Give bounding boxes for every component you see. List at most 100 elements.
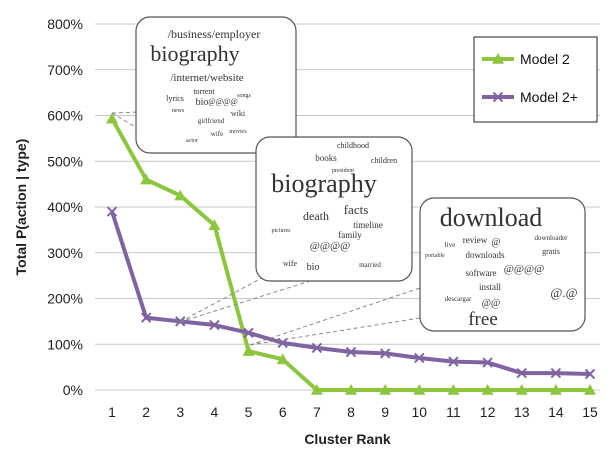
callout-leader: [179, 280, 311, 323]
word-cloud-word: girlfriend: [198, 117, 225, 125]
x-tick-label: 15: [582, 404, 598, 420]
word-cloud-word: free: [468, 309, 498, 330]
model-2-marker: [584, 384, 596, 395]
model-2-marker: [447, 384, 460, 395]
word-cloud-word: wife: [211, 130, 223, 138]
word-cloud-word: @@@@: [208, 97, 237, 106]
x-tick-label: 4: [211, 404, 219, 420]
word-cloud-box: [135, 16, 297, 154]
model-2-marker: [515, 384, 528, 395]
x-tick-label: 13: [514, 404, 530, 420]
x-tick-label: 2: [142, 404, 150, 420]
word-cloud-word: gratis: [542, 247, 560, 256]
word-cloud-word: news: [172, 108, 185, 114]
x-tick-label: 1: [108, 404, 116, 420]
word-cloud-word: president: [332, 168, 354, 174]
model-2plus-marker: [584, 368, 596, 380]
word-cloud-word: songs: [237, 93, 251, 99]
x-tick-label: 10: [411, 404, 427, 420]
callout-leader: [249, 317, 421, 346]
y-tick-label: 600%: [47, 108, 83, 124]
x-tick-label: 11: [446, 404, 461, 420]
word-cloud-word: torrent: [193, 87, 215, 96]
word-cloud-word: family: [338, 230, 362, 240]
word-cloud-word: timeline: [353, 220, 383, 230]
word-cloud-word: portable: [425, 253, 445, 259]
word-cloud-word: wiki: [231, 109, 246, 118]
model-2-marker: [174, 189, 187, 201]
word-cloud-word: live: [445, 241, 456, 249]
word-cloud-word: biography: [150, 41, 239, 66]
model-2plus-marker: [209, 319, 220, 331]
word-cloud-word: download: [440, 203, 543, 232]
word-cloud-word: biography: [271, 169, 376, 198]
model-2-marker: [413, 384, 426, 395]
word-cloud-word: install: [479, 282, 501, 292]
word-cloud-word: downloads: [466, 250, 505, 260]
model-2-marker: [208, 219, 221, 231]
word-cloud-word: death: [303, 209, 329, 223]
y-axis-label: Total P(action | type): [13, 139, 29, 276]
x-tick-label: 12: [480, 404, 496, 420]
x-axis-label: Cluster Rank: [304, 431, 391, 447]
model-2-marker: [106, 112, 118, 124]
word-cloud-word: bio: [196, 97, 209, 108]
word-cloud-word: @@@@: [310, 240, 351, 252]
y-tick-label: 200%: [47, 291, 83, 307]
word-cloud-box: [419, 197, 586, 332]
model-2-marker: [379, 384, 392, 395]
word-cloud-word: @@@@: [504, 263, 545, 275]
word-cloud-word: bio: [307, 262, 320, 273]
x-tick-label: 3: [176, 404, 184, 420]
model-2-marker: [492, 53, 504, 64]
callout-leader: [111, 111, 141, 114]
model-2-marker: [276, 353, 289, 365]
word-cloud-word: wife: [283, 259, 298, 268]
y-tick-label: 0%: [63, 382, 83, 398]
y-tick-label: 100%: [47, 336, 83, 352]
word-cloud-word: downloader: [534, 234, 568, 242]
model-2plus-marker: [311, 342, 323, 354]
word-cloud-word: lyrics: [166, 94, 184, 103]
word-cloud-word: /internet/website: [170, 72, 243, 84]
model-2plus-marker: [106, 206, 118, 217]
model-2plus-marker: [379, 348, 391, 359]
word-cloud-word: @: [491, 237, 500, 248]
x-tick-label: 9: [381, 404, 389, 420]
x-tick-label: 14: [548, 404, 564, 420]
word-cloud-word: actor: [186, 138, 198, 144]
word-cloud-word: childhood: [337, 141, 369, 150]
model-2-marker: [242, 345, 255, 356]
word-cloud-word: @.@: [550, 285, 577, 300]
y-tick-label: 400%: [47, 199, 83, 215]
x-tick-label: 8: [347, 404, 355, 420]
model-2-marker: [549, 384, 562, 395]
model-2plus-marker: [243, 327, 254, 339]
callout-leader: [249, 287, 421, 346]
x-tick-label: 7: [313, 404, 321, 420]
model-2-marker: [481, 384, 494, 395]
y-tick-label: 800%: [47, 16, 83, 32]
model-2plus-marker: [345, 346, 357, 358]
model-2plus-marker: [448, 356, 459, 367]
word-cloud-word: children: [371, 156, 397, 165]
legend-label: Model 2: [520, 51, 570, 67]
model-2plus-marker: [516, 367, 527, 379]
word-cloud-word: movies: [229, 129, 247, 135]
model-2plus-marker: [277, 337, 288, 349]
model-2plus-marker: [140, 312, 152, 323]
legend-box: [473, 36, 598, 123]
x-tick-label: 6: [279, 404, 287, 420]
y-tick-label: 500%: [47, 153, 83, 169]
word-cloud-word: books: [315, 153, 337, 163]
word-cloud-word: /business/employer: [168, 27, 261, 41]
y-tick-label: 300%: [47, 245, 83, 261]
word-cloud-word: software: [466, 268, 497, 278]
model-2plus-marker: [492, 91, 504, 103]
model-2-marker: [310, 384, 323, 395]
word-cloud-word: facts: [344, 202, 369, 217]
word-cloud-word: review: [463, 235, 488, 245]
model-2-marker: [140, 173, 153, 185]
